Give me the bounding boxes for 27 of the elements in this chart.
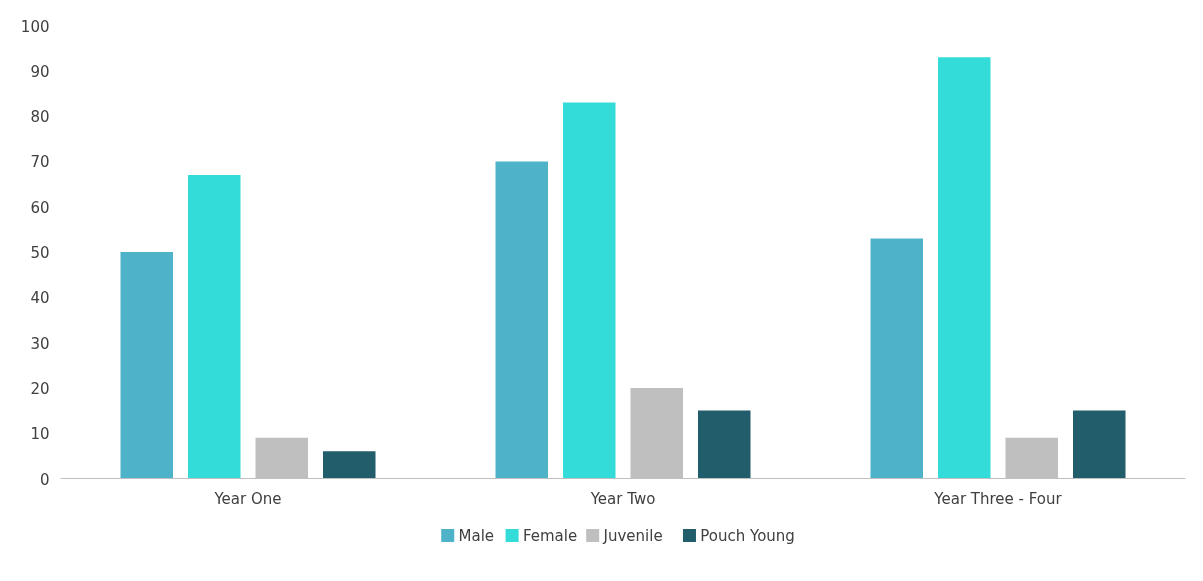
y-tick-label: 30 <box>30 334 50 353</box>
bar <box>870 238 923 479</box>
legend-label: Juvenile <box>602 526 663 545</box>
bar <box>323 451 376 479</box>
y-tick-label: 40 <box>30 289 50 308</box>
y-tick-label: 20 <box>30 379 50 398</box>
y-tick-label: 90 <box>30 62 50 81</box>
bar <box>120 252 173 479</box>
x-tick-label: Year One <box>213 489 282 508</box>
legend-label: Female <box>522 526 578 545</box>
y-tick-label: 0 <box>39 470 50 489</box>
y-tick-label: 10 <box>30 425 50 444</box>
bar <box>563 102 616 479</box>
legend-label: Pouch Young <box>700 526 795 545</box>
y-tick-label: 60 <box>30 198 50 217</box>
y-tick-label: 80 <box>30 108 50 127</box>
bar <box>938 57 991 479</box>
y-tick-label: 100 <box>20 17 50 36</box>
y-tick-label: 70 <box>30 153 50 172</box>
y-tick-label: 50 <box>30 244 50 262</box>
bar <box>1073 410 1126 479</box>
legend-label: Male <box>458 526 495 545</box>
bar <box>698 410 751 479</box>
x-tick-label: Year Two <box>589 489 656 508</box>
x-tick-label: Year Three - Four <box>933 489 1063 508</box>
bar <box>495 161 548 479</box>
bar <box>188 174 241 479</box>
